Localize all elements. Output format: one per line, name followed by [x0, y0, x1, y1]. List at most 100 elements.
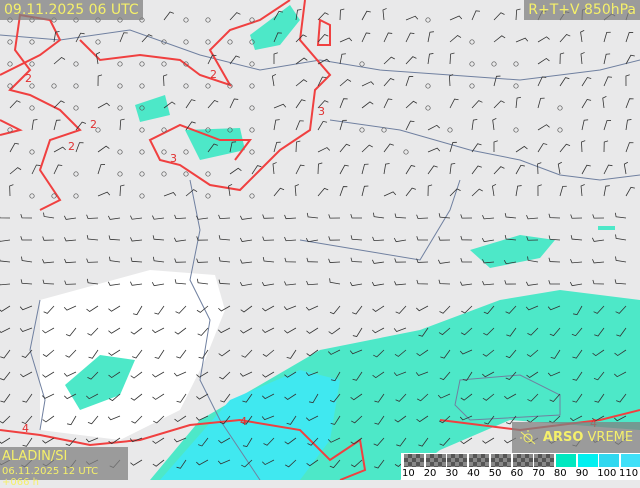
- wind-barb: [415, 371, 429, 377]
- wind-barb: [21, 349, 33, 359]
- calm-marker: [425, 17, 431, 23]
- legend-swatch: [404, 454, 424, 467]
- contour-label: 2: [90, 118, 97, 131]
- wind-barb: [119, 118, 125, 131]
- calm-marker: [557, 105, 563, 111]
- wind-barb: [537, 76, 547, 87]
- wind-barb: [493, 35, 506, 43]
- wind-barb: [625, 119, 632, 131]
- wind-barb: [196, 459, 209, 466]
- calm-marker: [183, 171, 189, 177]
- legend-swatch: [534, 454, 555, 467]
- wind-barb: [405, 32, 415, 43]
- wind-barb: [306, 349, 319, 357]
- wind-barb: [240, 305, 253, 313]
- wind-barb: [219, 415, 231, 425]
- wind-barb: [548, 213, 561, 219]
- wind-barb: [570, 214, 583, 219]
- calm-marker: [359, 61, 365, 67]
- wind-barb: [559, 185, 567, 197]
- wind-barb: [154, 349, 165, 359]
- wind-barb: [339, 98, 348, 109]
- calm-marker: [249, 61, 255, 67]
- wind-barb: [284, 236, 297, 242]
- wind-barb: [130, 371, 143, 379]
- wind-barb: [437, 259, 451, 264]
- wind-barb: [418, 327, 429, 337]
- calm-marker: [205, 17, 211, 23]
- calm-marker: [183, 17, 189, 23]
- wind-barb: [383, 77, 395, 87]
- calm-marker: [227, 127, 233, 133]
- wind-barb: [65, 349, 77, 358]
- wind-barb: [449, 188, 461, 197]
- wind-barb: [461, 305, 473, 314]
- wind-barb: [339, 143, 351, 153]
- wind-barb: [625, 32, 634, 43]
- wind-barb: [295, 164, 305, 175]
- wind-barb: [217, 459, 231, 465]
- wind-barb: [163, 101, 176, 109]
- wind-barb: [525, 281, 539, 286]
- product-label: R+T+V 850hPa: [524, 0, 640, 20]
- wind-barb: [471, 10, 481, 21]
- wind-barb: [460, 214, 473, 219]
- weather-icon: [519, 429, 536, 444]
- wind-barb: [394, 415, 407, 423]
- wind-barb: [327, 349, 341, 355]
- wind-barb: [371, 259, 385, 264]
- wind-barb: [108, 437, 121, 445]
- wind-barb: [482, 393, 495, 401]
- wind-barb: [615, 256, 627, 263]
- wind-barb: [129, 437, 143, 443]
- wind-barb: [515, 185, 522, 197]
- wind-barb: [152, 215, 165, 220]
- wind-barb: [483, 305, 495, 315]
- wind-barb: [130, 327, 143, 335]
- wind-barb: [273, 103, 287, 109]
- wind-barb: [614, 279, 627, 285]
- wind-barb: [603, 53, 611, 65]
- calm-marker: [557, 127, 563, 133]
- wind-barb: [395, 393, 407, 402]
- wind-barb: [462, 371, 473, 381]
- calm-marker: [183, 83, 189, 89]
- wind-barb: [284, 281, 297, 286]
- wind-barb: [471, 118, 478, 131]
- wind-barb: [9, 100, 21, 109]
- wind-barb: [174, 214, 187, 220]
- wind-barb: [591, 237, 605, 242]
- wind-barb: [295, 140, 301, 153]
- wind-barb: [284, 371, 297, 378]
- wind-barb: [580, 184, 585, 197]
- calm-marker: [139, 127, 145, 133]
- wind-barb: [537, 57, 550, 65]
- wind-barb: [153, 415, 165, 424]
- wind-barb: [64, 258, 77, 264]
- wind-barb: [427, 165, 438, 175]
- wind-barb: [242, 393, 253, 403]
- wind-barb: [295, 99, 306, 109]
- wind-barb: [176, 393, 187, 403]
- wind-barb: [482, 259, 495, 264]
- wind-barb: [306, 280, 319, 286]
- wind-barb: [130, 257, 143, 263]
- wind-barb: [43, 305, 55, 314]
- wind-barb: [482, 349, 495, 357]
- wind-barb: [515, 145, 528, 153]
- wind-barb: [505, 371, 517, 381]
- wind-barb: [97, 74, 103, 87]
- wind-barb: [405, 187, 417, 197]
- wind-barb: [305, 371, 319, 377]
- wind-barb: [219, 371, 231, 380]
- wind-barb: [383, 191, 397, 197]
- wind-barb: [570, 259, 583, 264]
- wind-barb: [482, 215, 495, 220]
- wind-barb: [0, 437, 11, 444]
- valid-time-label: 09.11.2025 06 UTC: [0, 0, 143, 20]
- wind-barb: [361, 101, 374, 109]
- wind-barb: [482, 437, 495, 444]
- calm-marker: [183, 61, 189, 67]
- wind-barb: [305, 238, 319, 243]
- wind-barb: [373, 437, 385, 446]
